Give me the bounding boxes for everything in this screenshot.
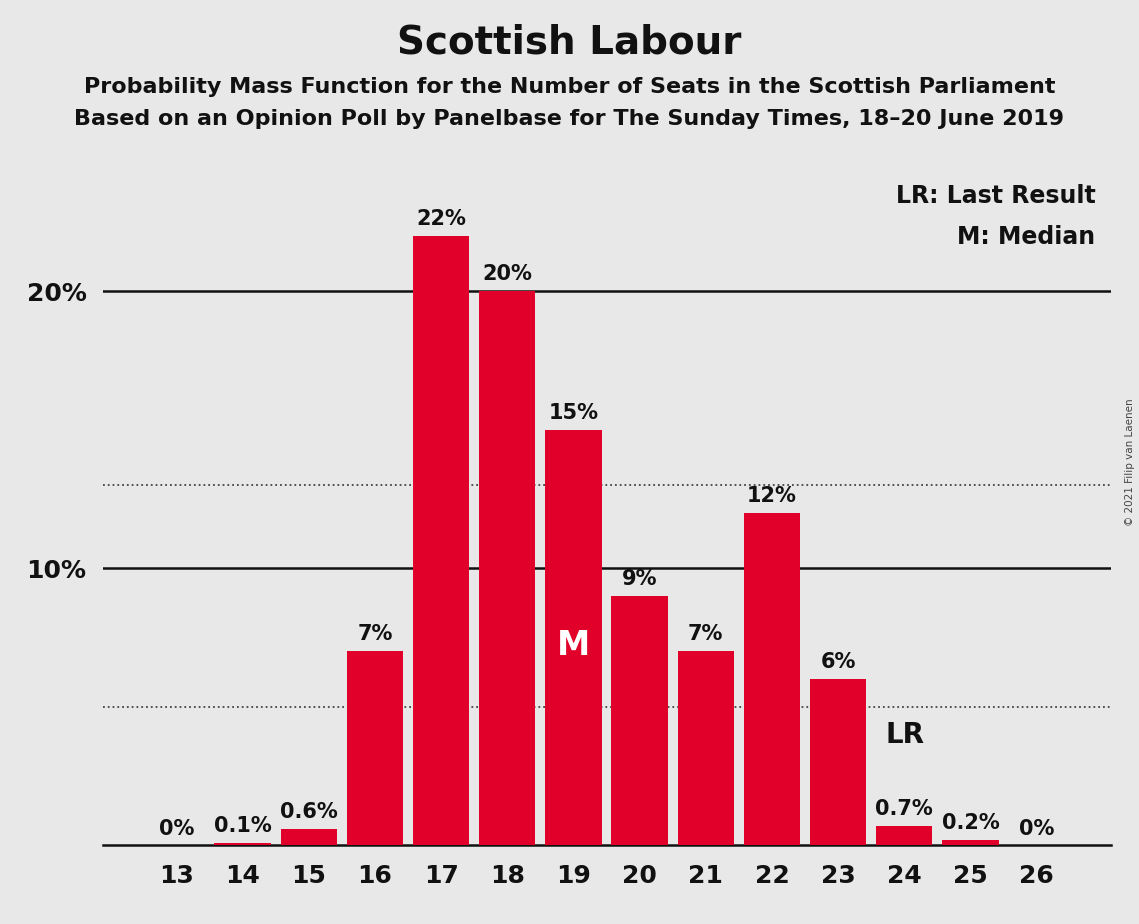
Text: Based on an Opinion Poll by Panelbase for The Sunday Times, 18–20 June 2019: Based on an Opinion Poll by Panelbase fo…	[74, 109, 1065, 129]
Bar	[280, 829, 337, 845]
Text: Probability Mass Function for the Number of Seats in the Scottish Parliament: Probability Mass Function for the Number…	[84, 77, 1055, 97]
Bar	[810, 679, 867, 845]
Text: 12%: 12%	[747, 486, 797, 506]
Text: 0%: 0%	[158, 819, 194, 839]
Bar	[546, 430, 601, 845]
Text: Scottish Labour: Scottish Labour	[398, 23, 741, 61]
Bar	[876, 826, 933, 845]
Bar	[678, 651, 734, 845]
Text: M: Median: M: Median	[957, 225, 1096, 249]
Text: 22%: 22%	[416, 209, 466, 229]
Bar	[413, 236, 469, 845]
Bar	[612, 596, 667, 845]
Text: 0.2%: 0.2%	[942, 813, 999, 833]
Text: M: M	[557, 629, 590, 663]
Text: 20%: 20%	[482, 264, 532, 285]
Text: 15%: 15%	[549, 403, 598, 423]
Text: 9%: 9%	[622, 569, 657, 590]
Text: LR: Last Result: LR: Last Result	[895, 184, 1096, 208]
Text: 0.7%: 0.7%	[876, 799, 933, 820]
Text: 7%: 7%	[358, 625, 393, 645]
Text: 0.6%: 0.6%	[280, 802, 337, 822]
Text: © 2021 Filip van Laenen: © 2021 Filip van Laenen	[1125, 398, 1134, 526]
Text: LR: LR	[886, 721, 925, 748]
Bar	[346, 651, 403, 845]
Text: 0.1%: 0.1%	[214, 816, 271, 836]
Bar	[744, 513, 800, 845]
Bar	[942, 840, 999, 845]
Text: 7%: 7%	[688, 625, 723, 645]
Bar	[214, 843, 271, 845]
Text: 0%: 0%	[1019, 819, 1055, 839]
Text: 6%: 6%	[820, 652, 855, 673]
Bar	[480, 291, 535, 845]
